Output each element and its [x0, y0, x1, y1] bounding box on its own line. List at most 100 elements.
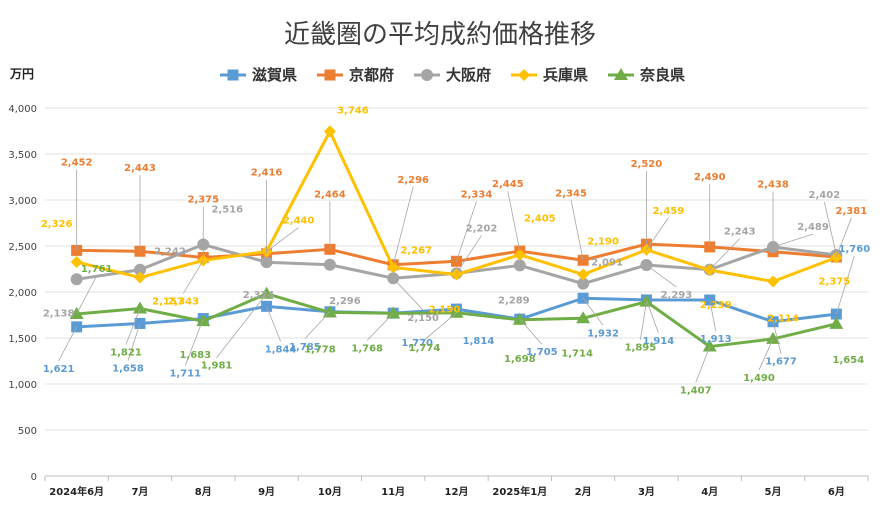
- y-tick-label: 4,000: [8, 104, 37, 115]
- y-axis-ticks: 0 500 1,000 1,500 2,000 2,500 3,000 3,500 4,000: [8, 104, 37, 483]
- data-label: 1,774: [409, 343, 441, 354]
- data-point-marker: [132, 301, 147, 314]
- data-point-marker: [512, 312, 527, 325]
- data-label: 2,375: [187, 195, 219, 206]
- data-point-marker: [767, 275, 780, 288]
- legend-item: 滋賀県: [220, 66, 297, 84]
- y-tick-label: 500: [18, 426, 37, 437]
- data-label: 2,267: [400, 245, 432, 256]
- data-label: 2,438: [757, 180, 789, 191]
- data-label: 1,768: [351, 343, 383, 354]
- data-label: 2,520: [631, 159, 663, 170]
- legend-item: 大阪府: [414, 66, 491, 84]
- data-label-leader: [570, 200, 584, 261]
- data-label: 2,202: [466, 223, 498, 234]
- data-label: 1,981: [201, 361, 233, 372]
- data-point-marker: [70, 256, 83, 269]
- data-label: 2,239: [700, 300, 732, 311]
- data-point-marker: [449, 305, 464, 318]
- data-label: 2,334: [461, 189, 493, 200]
- data-label: 2,381: [836, 206, 868, 217]
- data-point-marker: [259, 286, 274, 299]
- data-label: 2,443: [124, 163, 156, 174]
- data-label: 1,778: [304, 344, 336, 355]
- gridlines: [45, 107, 868, 477]
- data-label: 1,714: [561, 348, 593, 359]
- x-tick-label: 10月: [318, 486, 342, 498]
- data-label-leader: [456, 235, 482, 274]
- data-label: 1,844: [265, 344, 297, 355]
- data-label: 2,091: [591, 258, 623, 269]
- data-label-leader: [304, 311, 331, 340]
- data-label-leader: [835, 217, 852, 258]
- data-label: 2,190: [587, 237, 619, 248]
- data-label-leader: [456, 201, 477, 262]
- data-point-marker: [323, 125, 336, 138]
- data-label: 2,157: [152, 297, 184, 308]
- data-point-marker: [577, 277, 590, 290]
- data-label-leader: [582, 298, 604, 326]
- legend-item: 兵庫県: [511, 66, 588, 84]
- y-tick-label: 0: [31, 472, 37, 483]
- data-label-leader: [835, 255, 855, 315]
- data-label: 1,932: [587, 328, 619, 339]
- data-label: 1,761: [81, 264, 113, 275]
- data-label-leader: [266, 227, 299, 252]
- legend: 滋賀県 京都府 大阪府 兵庫県 奈良県: [220, 66, 685, 84]
- x-tick-label: 8月: [195, 486, 212, 498]
- data-label: 1,785: [289, 342, 321, 353]
- x-tick-label: 7月: [131, 486, 148, 498]
- data-point-marker: [323, 258, 336, 271]
- data-point-marker: [322, 305, 337, 318]
- data-label: 2,296: [329, 296, 361, 307]
- data-point-marker: [421, 69, 433, 81]
- data-label-leader: [646, 264, 677, 288]
- legend-item: 京都府: [317, 66, 394, 84]
- x-tick-label: 2025年1月: [492, 485, 547, 498]
- data-point-marker: [513, 259, 526, 272]
- data-label-leader: [182, 260, 204, 294]
- data-label: 1,760: [839, 244, 871, 255]
- data-label: 2,343: [167, 296, 199, 307]
- x-tick-label: 3月: [638, 486, 655, 498]
- data-label-leader: [266, 306, 281, 342]
- data-point-marker: [766, 331, 781, 344]
- data-point-marker: [324, 69, 336, 81]
- legend-label: 滋賀県: [252, 66, 297, 84]
- data-label: 2,293: [661, 290, 693, 301]
- data-label-leader: [76, 275, 98, 315]
- data-label-leader: [772, 321, 782, 354]
- data-label: 2,402: [809, 190, 841, 201]
- data-label: 2,190: [429, 305, 461, 316]
- data-label-leader: [392, 277, 424, 311]
- data-point-marker: [576, 311, 591, 324]
- data-label: 2,138: [43, 308, 75, 319]
- data-point-marker: [577, 268, 590, 281]
- data-label-leader: [646, 217, 669, 250]
- data-label-leader: [758, 338, 774, 371]
- y-axis-unit-label: 万円: [9, 67, 34, 81]
- data-label: 2,242: [154, 247, 186, 258]
- data-label: 2,296: [397, 175, 429, 186]
- data-point-marker: [69, 306, 84, 319]
- data-label: 1,895: [625, 343, 657, 354]
- data-label-leader: [709, 238, 741, 270]
- data-label-leader: [366, 313, 394, 341]
- legend-label: 大阪府: [446, 66, 491, 84]
- chart-title: 近畿圏の平均成約価格推移: [284, 20, 596, 50]
- data-label: 1,407: [680, 386, 712, 397]
- y-tick-label: 2,000: [8, 288, 37, 299]
- data-label: 2,489: [797, 222, 829, 233]
- data-point-marker: [702, 339, 717, 352]
- data-label: 2,324: [243, 290, 275, 301]
- series-layer: [69, 125, 844, 352]
- y-tick-label: 1,500: [8, 334, 37, 345]
- data-label: 2,459: [653, 206, 685, 217]
- y-tick-label: 3,500: [8, 150, 37, 161]
- x-tick-label: 5月: [765, 486, 782, 498]
- legend-label: 兵庫県: [543, 66, 588, 84]
- data-label: 1,770: [401, 338, 433, 349]
- data-label: 2,416: [251, 168, 283, 179]
- y-tick-label: 3,000: [8, 196, 37, 207]
